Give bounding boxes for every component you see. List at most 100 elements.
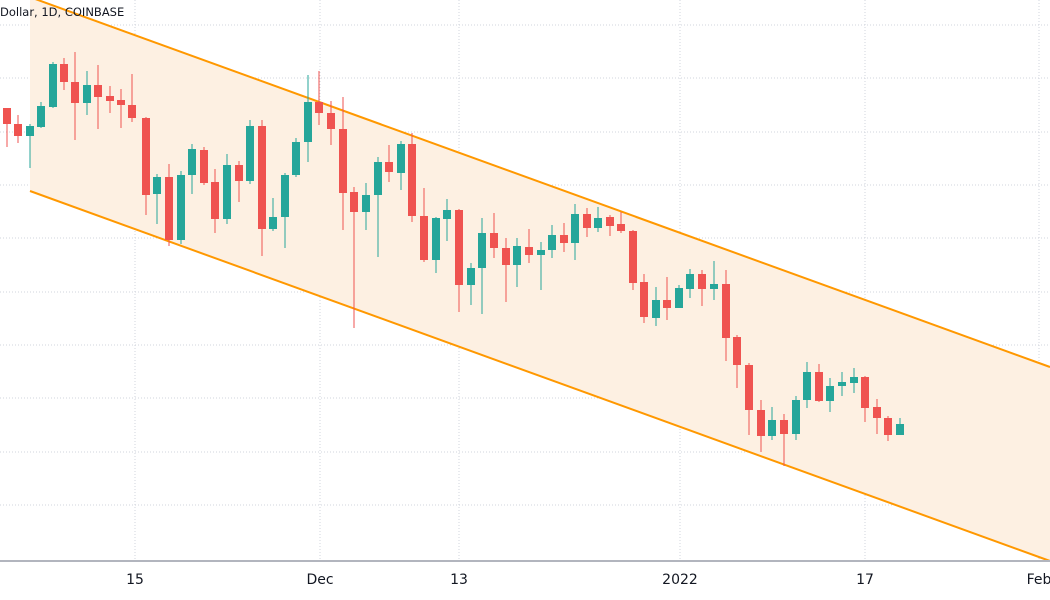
- candle-down: [165, 164, 173, 246]
- candle-up: [304, 75, 312, 162]
- candle-down: [583, 208, 591, 237]
- candle-down: [14, 115, 22, 143]
- candle-body: [467, 268, 475, 285]
- candle-up: [850, 368, 858, 393]
- candle-body: [606, 217, 614, 226]
- candle-down: [128, 74, 136, 122]
- candle-up: [292, 138, 300, 177]
- candle-up: [594, 207, 602, 232]
- candle-body: [420, 216, 428, 260]
- candle-body: [235, 165, 243, 181]
- candle-body: [200, 150, 208, 183]
- candle-body: [502, 248, 510, 265]
- candle-body: [537, 250, 545, 255]
- candle-down: [617, 212, 625, 233]
- candle-body: [803, 372, 811, 400]
- channel-upper-line: [35, 0, 1050, 368]
- candle-up: [269, 198, 277, 231]
- candle-body: [443, 210, 451, 219]
- candle-body: [490, 233, 498, 248]
- candle-up: [686, 269, 694, 298]
- candle-body: [304, 102, 312, 142]
- candle-body: [37, 106, 45, 127]
- candle-body: [3, 108, 11, 124]
- candle-down: [339, 97, 347, 230]
- candle-down: [861, 376, 869, 422]
- candle-body: [757, 410, 765, 436]
- candles: [3, 52, 904, 466]
- candle-down: [884, 416, 892, 441]
- candle-body: [142, 118, 150, 195]
- candle-down: [525, 229, 533, 263]
- candle-body: [258, 126, 266, 229]
- candle-body: [768, 420, 776, 436]
- candle-down: [385, 145, 393, 182]
- candle-down: [757, 400, 765, 452]
- candle-body: [617, 224, 625, 231]
- candle-down: [235, 161, 243, 202]
- candle-up: [513, 238, 521, 287]
- candle-down: [3, 108, 11, 147]
- candle-down: [117, 89, 125, 128]
- candle-down: [745, 363, 753, 435]
- candle-down: [71, 52, 79, 140]
- candle-body: [246, 126, 254, 181]
- candle-down: [722, 270, 730, 361]
- candle-body: [350, 192, 358, 212]
- channel-lower-line: [29, 190, 1050, 562]
- candle-body: [71, 82, 79, 103]
- candle-body: [884, 418, 892, 435]
- candle-body: [339, 129, 347, 193]
- candle-up: [153, 174, 161, 224]
- candle-up: [537, 242, 545, 290]
- candle-body: [815, 372, 823, 401]
- candle-down: [455, 209, 463, 312]
- candle-body: [408, 144, 416, 216]
- candle-body: [780, 420, 788, 434]
- candle-down: [106, 86, 114, 113]
- candle-body: [548, 235, 556, 250]
- candle-body: [675, 288, 683, 308]
- x-tick-label: 2022: [662, 572, 698, 588]
- candle-down: [94, 65, 102, 129]
- candle-down: [60, 58, 68, 90]
- candle-down: [663, 277, 671, 320]
- candle-down: [408, 133, 416, 222]
- candle-down: [315, 71, 323, 125]
- candle-body: [26, 126, 34, 136]
- candle-body: [188, 149, 196, 175]
- x-tick-label: Dec: [306, 572, 334, 588]
- candle-body: [117, 100, 125, 105]
- chart-plot-area[interactable]: [0, 0, 1050, 562]
- candle-body: [106, 96, 114, 101]
- candle-up: [826, 378, 834, 412]
- candle-body: [583, 214, 591, 228]
- candle-down: [502, 238, 510, 302]
- candle-up: [467, 263, 475, 305]
- x-tick-label: 17: [856, 572, 874, 588]
- descending-channel[interactable]: [29, 0, 1050, 562]
- candle-body: [223, 165, 231, 219]
- x-axis[interactable]: 15 Dec 13 2022 17 Feb: [0, 562, 1050, 600]
- candle-up: [83, 71, 91, 115]
- candle-down: [490, 213, 498, 258]
- candle-body: [571, 214, 579, 243]
- candle-down: [733, 335, 741, 388]
- x-tick-label: 15: [126, 572, 144, 588]
- candle-body: [385, 162, 393, 172]
- candle-up: [675, 285, 683, 308]
- candle-body: [14, 124, 22, 136]
- x-tick-label: Feb: [1026, 572, 1050, 588]
- candle-up: [26, 124, 34, 168]
- candle-up: [478, 218, 486, 314]
- candle-up: [374, 157, 382, 257]
- candle-body: [850, 377, 858, 383]
- candle-down: [640, 274, 648, 323]
- candle-down: [327, 101, 335, 145]
- candle-down: [142, 117, 150, 215]
- candle-body: [745, 365, 753, 410]
- candle-down: [606, 215, 614, 236]
- candle-down: [258, 120, 266, 256]
- candle-body: [896, 424, 904, 435]
